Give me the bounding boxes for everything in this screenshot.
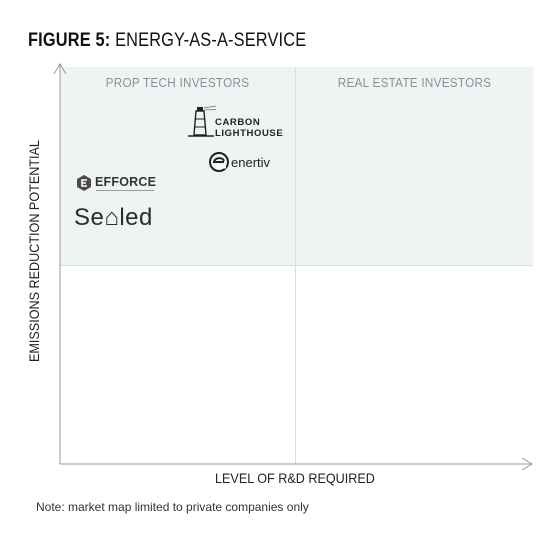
efforce-hexagon-icon — [77, 175, 91, 191]
vertical-divider — [295, 67, 296, 464]
quadrant-label-real-estate: REAL ESTATE INVESTORS — [337, 75, 492, 90]
enertiv-wordmark: enertiv — [231, 155, 271, 170]
logo-carbon-lighthouse: CARBON LIGHTHOUSE — [186, 105, 286, 141]
efforce-wordmark: EFFORCE — [95, 175, 157, 189]
carbon-lighthouse-line2: LIGHTHOUSE — [215, 128, 284, 139]
x-axis-label: LEVEL OF R&D REQUIRED — [215, 470, 375, 486]
logo-sealed: Se⌂led — [74, 204, 166, 234]
figure-title: FIGURE 5: ENERGY-AS-A-SERVICE — [28, 30, 306, 52]
figure-title-main: ENERGY-AS-A-SERVICE — [115, 30, 307, 51]
carbon-lighthouse-line1: CARBON — [215, 117, 261, 128]
y-axis-arrowhead — [53, 63, 67, 75]
figure-title-prefix: FIGURE 5: — [28, 30, 111, 51]
y-axis-label: EMISSIONS REDUCTION POTENTIAL — [26, 140, 42, 362]
x-axis-arrowhead — [521, 457, 533, 471]
logo-efforce: EFFORCE — [75, 174, 159, 198]
logo-enertiv: enertiv — [208, 151, 288, 175]
footnote: Note: market map limited to private comp… — [36, 500, 309, 514]
quadrant-real-estate — [296, 67, 533, 265]
horizontal-divider — [60, 265, 533, 266]
efforce-tagline-rule — [96, 190, 154, 191]
lighthouse-icon — [188, 105, 216, 137]
enertiv-e-icon — [209, 152, 229, 172]
quadrant-label-prop-tech: PROP TECH INVESTORS — [105, 75, 250, 90]
sealed-wordmark: Se⌂led — [74, 204, 153, 231]
quadrant-prop-tech — [60, 67, 295, 265]
